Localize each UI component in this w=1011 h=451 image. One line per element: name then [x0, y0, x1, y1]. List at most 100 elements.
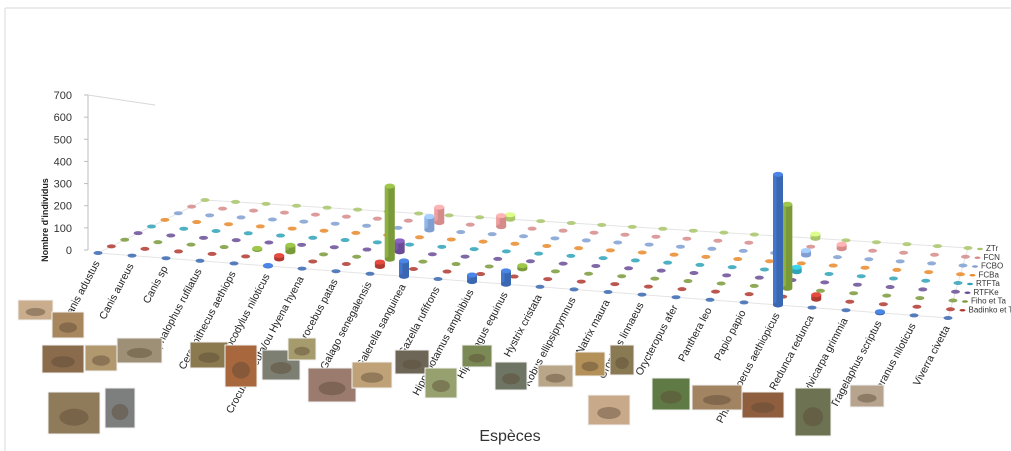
- zero-bar-cap: [403, 218, 413, 223]
- photo-animal-shape: [25, 308, 46, 316]
- bar-top: [384, 183, 395, 189]
- zero-bar-cap: [754, 275, 764, 280]
- zero-bar-cap: [598, 256, 608, 261]
- bar-body: [501, 270, 511, 285]
- zero-bar-cap: [330, 221, 340, 226]
- bar-mark: [868, 248, 878, 253]
- zero-bar-cap: [738, 248, 748, 253]
- bar-mark: [899, 250, 909, 255]
- bar-mark: [207, 251, 217, 256]
- photo-frame: [41, 344, 85, 374]
- zero-bar-cap: [173, 211, 183, 216]
- y-tick-label: 700: [54, 90, 72, 102]
- bar-mark: [543, 277, 553, 282]
- zero-bar-cap: [161, 256, 171, 261]
- bar-mark: [620, 232, 630, 237]
- bar-highlight: [773, 174, 777, 305]
- bar-mark: [656, 268, 666, 273]
- zero-bar-cap: [689, 270, 699, 275]
- bar-mark: [885, 285, 895, 290]
- zero-bar-cap: [749, 232, 759, 237]
- species-photo: [351, 361, 393, 389]
- bar-mark: [174, 249, 184, 254]
- bar-mark: [617, 274, 627, 279]
- bar-mark: [719, 230, 729, 235]
- bar-top: [496, 213, 507, 219]
- zero-bar-cap: [93, 251, 103, 255]
- zero-bar-cap: [231, 199, 241, 204]
- photo-animal-shape: [660, 390, 682, 404]
- series-axis-swatch: [959, 308, 966, 312]
- bar-mark: [414, 235, 424, 240]
- bar-mark: [329, 245, 339, 250]
- zero-bar-cap: [297, 242, 307, 247]
- bar-mark: [127, 253, 137, 258]
- bar-mark: [352, 254, 362, 259]
- zero-bar-cap: [218, 206, 228, 211]
- bar-mark: [218, 206, 228, 211]
- zero-bar-cap: [946, 307, 955, 312]
- zero-bar-cap: [630, 258, 640, 263]
- bar-mark: [120, 237, 130, 242]
- bar-body: [434, 207, 445, 223]
- bar-mark: [782, 201, 793, 291]
- bar-highlight: [782, 204, 786, 289]
- zero-bar-cap: [433, 277, 443, 281]
- bar-highlight: [505, 214, 509, 220]
- zero-bar-cap: [637, 292, 647, 297]
- bar-mark: [437, 244, 447, 249]
- bar-mark: [810, 231, 821, 241]
- bar-mark: [895, 259, 905, 264]
- bar-mark: [581, 238, 591, 243]
- photo-frame: [224, 344, 258, 388]
- species-photos: [17, 299, 885, 437]
- zero-bar-cap: [550, 269, 560, 274]
- series-axis-swatch: [967, 282, 973, 286]
- species-photo: [307, 367, 357, 403]
- bar-mark: [958, 263, 968, 268]
- bar-mark: [961, 254, 970, 259]
- zero-bar-cap: [133, 231, 143, 236]
- bar-mark: [456, 230, 466, 235]
- zero-bar-cap: [195, 258, 205, 263]
- zero-bar-cap: [605, 248, 615, 253]
- bar-mark: [308, 259, 318, 264]
- zero-bar-cap: [624, 266, 634, 271]
- bar-base: [285, 249, 296, 255]
- bar-mark: [707, 246, 717, 251]
- y-tick-label: 200: [54, 201, 72, 213]
- bar-mark: [801, 248, 812, 258]
- zero-bar-cap: [456, 230, 466, 235]
- photo-frame: [741, 391, 785, 419]
- bar-mark: [765, 259, 775, 264]
- zero-bar-cap: [832, 255, 842, 260]
- zero-bar-cap: [682, 236, 692, 241]
- species-photo: [17, 299, 54, 321]
- zero-bar-cap: [610, 282, 620, 287]
- bar-mark: [534, 251, 544, 256]
- zero-bar-cap: [211, 229, 221, 234]
- bar-mark: [727, 265, 737, 270]
- bar-top: [252, 245, 263, 251]
- photo-frame: [287, 337, 317, 361]
- bar-mark: [791, 264, 802, 275]
- bar-mark: [446, 237, 456, 242]
- bar-highlight: [399, 260, 403, 277]
- series-axis-label: ZTr: [986, 244, 998, 253]
- bar-mark: [864, 257, 874, 262]
- y-tick-label: 600: [54, 112, 72, 124]
- bar-mark: [330, 221, 340, 226]
- zero-bar-cap: [519, 234, 529, 239]
- zero-bar-cap: [329, 245, 339, 250]
- bar-body: [285, 245, 296, 252]
- zero-bar-cap: [733, 257, 743, 262]
- photo-frame: [424, 367, 458, 399]
- bar-mark: [236, 215, 246, 220]
- bar-mark: [841, 308, 851, 313]
- bar-mark: [637, 292, 647, 297]
- zero-bar-cap: [841, 238, 851, 243]
- bar-top: [811, 292, 822, 298]
- bar-mark: [705, 297, 715, 302]
- bar-mark: [627, 224, 637, 229]
